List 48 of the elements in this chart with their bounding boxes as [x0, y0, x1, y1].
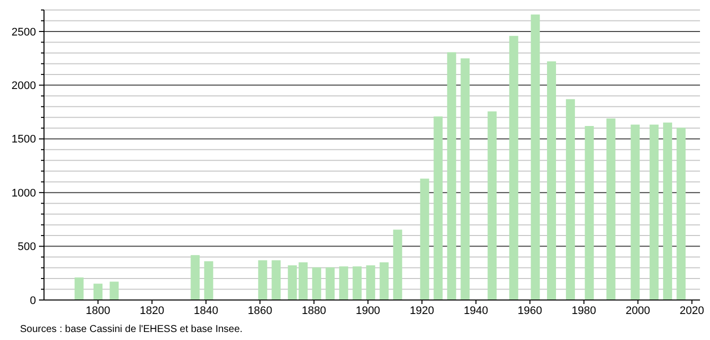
bar: [74, 277, 84, 300]
bar: [447, 52, 456, 300]
bar: [190, 255, 200, 300]
bar: [663, 122, 672, 300]
bar: [352, 266, 362, 300]
y-tick-label: 0: [30, 294, 36, 307]
bar: [547, 61, 556, 300]
x-tick-label: 1800: [86, 305, 110, 317]
source-note: Sources : base Cassini de l'EHESS et base Insee.: [20, 324, 243, 335]
bar: [584, 126, 594, 300]
bar: [312, 267, 322, 300]
bar: [676, 128, 686, 300]
y-tick-label: 2000: [12, 80, 36, 92]
y-tick-label: 1000: [12, 187, 36, 200]
bar: [509, 36, 518, 300]
bar: [606, 118, 616, 300]
bar: [488, 111, 497, 300]
bar: [434, 116, 443, 300]
bar: [258, 260, 268, 300]
y-tick-label: 500: [18, 241, 36, 254]
bar: [272, 260, 281, 300]
bar: [530, 14, 540, 300]
bar: [326, 267, 335, 300]
x-tick-label: 1880: [302, 305, 326, 317]
bar: [204, 261, 214, 300]
bar: [380, 262, 389, 300]
y-tick-label: 1500: [12, 134, 36, 146]
x-tick-label: 1820: [140, 305, 164, 317]
bar: [393, 230, 402, 300]
bar: [630, 124, 640, 300]
x-tick-label: 1940: [464, 305, 488, 317]
bar: [366, 265, 376, 300]
bar: [650, 124, 659, 300]
bar: [420, 178, 430, 300]
bar: [339, 266, 348, 300]
x-tick-label: 1840: [194, 305, 218, 317]
x-tick-label: 1960: [518, 305, 542, 317]
x-tick-label: 1920: [410, 305, 434, 317]
bar: [460, 58, 470, 300]
x-tick-label: 1980: [572, 305, 596, 317]
bar: [93, 284, 102, 300]
y-tick-label: 2500: [12, 26, 36, 38]
x-tick-label: 1860: [248, 305, 272, 317]
bar: [110, 282, 119, 300]
x-tick-label: 2020: [680, 305, 704, 317]
x-tick-label: 1900: [356, 305, 380, 317]
bar: [566, 99, 575, 300]
x-tick-label: 2000: [626, 305, 650, 317]
